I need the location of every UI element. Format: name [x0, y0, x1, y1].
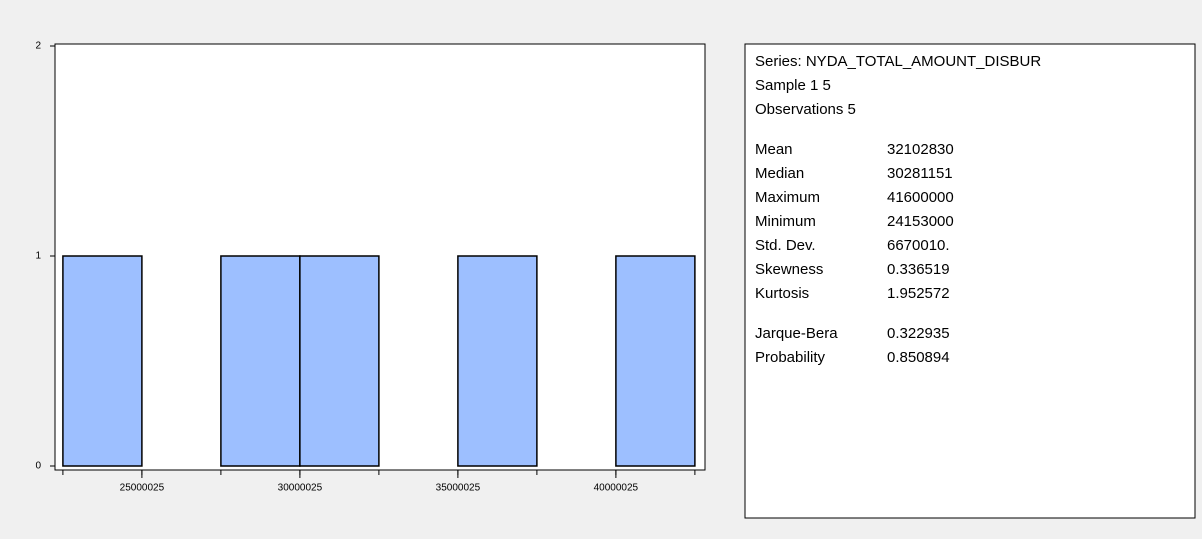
bar [220, 255, 301, 467]
y-tick-label: 1 [35, 251, 41, 262]
bar [299, 255, 380, 467]
stat-value: 0.336519 [887, 261, 950, 278]
stats-header: Observations 5 [755, 101, 856, 118]
x-tick-label: 30000025 [278, 483, 323, 494]
stat-value: 0.322935 [887, 325, 950, 342]
stat-value: 0.850894 [887, 349, 950, 366]
stat-value: 24153000 [887, 213, 954, 230]
x-tick-label: 40000025 [594, 483, 639, 494]
stats-header: Sample 1 5 [755, 77, 831, 94]
bar [62, 255, 143, 467]
stat-value: 6670010. [887, 237, 950, 254]
stat-label: Probability [755, 349, 826, 366]
stat-value: 41600000 [887, 189, 954, 206]
stats-header: Series: NYDA_TOTAL_AMOUNT_DISBUR [755, 53, 1041, 70]
y-tick-label: 0 [35, 461, 41, 472]
stat-label: Skewness [755, 261, 823, 278]
bar [615, 255, 696, 467]
stat-label: Minimum [755, 213, 816, 230]
stat-label: Jarque-Bera [755, 325, 838, 342]
stats-panel [744, 43, 1196, 519]
y-tick-label: 2 [35, 41, 41, 52]
stat-value: 30281151 [887, 165, 953, 182]
plot-frame [54, 43, 706, 471]
stat-label: Mean [755, 141, 793, 158]
bar [457, 255, 538, 467]
x-tick-label: 35000025 [436, 483, 481, 494]
stat-label: Maximum [755, 189, 820, 206]
stat-value: 32102830 [887, 141, 954, 158]
stat-label: Median [755, 165, 804, 182]
stat-value: 1.952572 [887, 285, 950, 302]
x-tick-label: 25000025 [120, 483, 165, 494]
stat-label: Kurtosis [755, 285, 809, 302]
stat-label: Std. Dev. [755, 237, 816, 254]
